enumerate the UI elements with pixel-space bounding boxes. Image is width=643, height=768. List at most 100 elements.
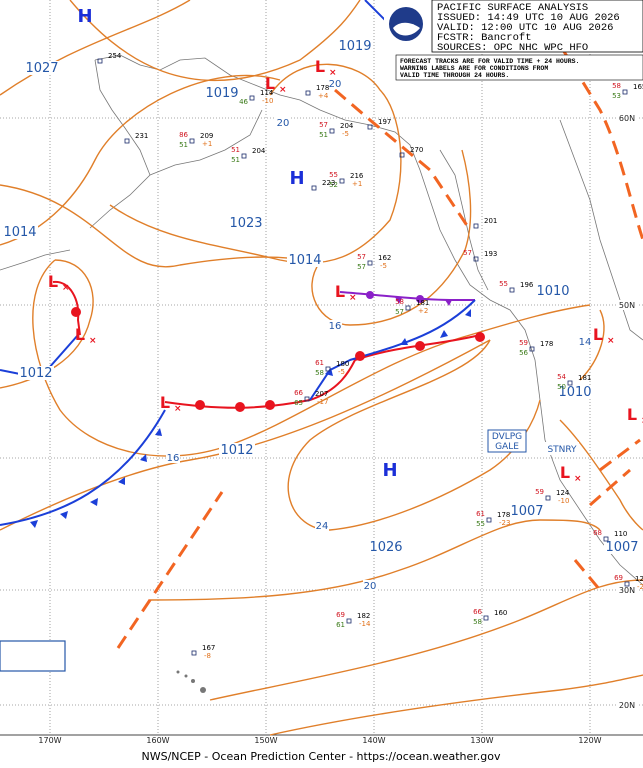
station-plot: 124 59 -10 (535, 488, 570, 505)
station-dewpoint: 50 (557, 383, 566, 391)
station-plot: 162 57 57 -5 (357, 253, 391, 271)
station-pressure: 178 (497, 511, 510, 519)
station-pressure: 178 (316, 84, 329, 92)
header-issued: ISSUED: 14:49 UTC 10 AUG 2026 (437, 12, 620, 24)
station-marker (124, 138, 130, 144)
station-marker (329, 128, 335, 134)
station-tendency: +2 (418, 307, 428, 315)
station-marker (405, 305, 411, 311)
station-dewpoint: 58 (315, 369, 324, 377)
station-plot: 193 57 (463, 249, 497, 262)
inset-box (0, 640, 66, 672)
station-temperature: 86 (179, 131, 188, 139)
header-sources: SOURCES: OPC NHC WPC HFO (437, 42, 588, 54)
isobar-label-bg (557, 385, 593, 399)
contour-label: 16 (329, 321, 342, 332)
station-temperature: 57 (357, 253, 366, 261)
station-plot: 178+4 (305, 84, 329, 100)
station-marker (241, 153, 247, 159)
station-dewpoint: 46 (239, 98, 248, 106)
station-dewpoint: 65 (294, 399, 303, 407)
latitude-label: 30N (619, 586, 635, 595)
contour-label: 20 (364, 581, 377, 592)
contour-label: 14 (579, 337, 592, 348)
station-dewpoint: 58 (473, 618, 482, 626)
troughs (116, 44, 643, 649)
station-pressure: 209 (200, 132, 213, 140)
footer: NWS/NCEP - Ocean Prediction Center - htt… (141, 750, 501, 763)
longitude-label: 150W (254, 736, 277, 745)
isobar-label-bg (337, 39, 373, 53)
low-center: L (75, 325, 85, 344)
station-plot: 178 59 56 (519, 339, 553, 357)
fronts (0, 0, 485, 528)
header-valid: VALID: 12:00 UTC 10 AUG 2026 (437, 22, 613, 34)
low-center-x: × (89, 336, 97, 346)
noaa-logo-bird (393, 22, 420, 36)
note-line: FORECAST TRACKS ARE FOR VALID TIME + 24 … (400, 58, 579, 65)
header-panel: PACIFIC SURFACE ANALYSIS ISSUED: 14:49 U… (384, 0, 643, 81)
station-marker (304, 396, 310, 402)
isobar-label: 1019 (205, 86, 238, 101)
station-tendency: -5 (380, 262, 387, 270)
longitude-label: 130W (470, 736, 493, 745)
low-center: L (265, 74, 275, 93)
station-temperature: 55 (329, 171, 338, 179)
station-marker (189, 138, 195, 144)
station-marker (473, 223, 479, 229)
station-dewpoint: 53 (612, 92, 621, 100)
note-box (395, 54, 643, 81)
longitude-label: 140W (362, 736, 385, 745)
station-marker (509, 287, 515, 293)
station-temperature: 61 (315, 359, 324, 367)
station-temperature: 61 (476, 510, 485, 518)
latitude-label: 60N (619, 114, 635, 123)
station-marker (97, 58, 103, 64)
station-dewpoint: 56 (519, 349, 528, 357)
station-marker (325, 366, 331, 372)
station-plot: 182 69 61 -14 (336, 611, 371, 629)
station-plot: 122 69 -2 (614, 574, 643, 591)
station-tendency: +4 (318, 92, 329, 100)
station-tendency: +1 (202, 140, 212, 148)
isobar-label: 1010 (536, 284, 569, 299)
station-pressure: 216 (350, 172, 364, 180)
station-marker (624, 581, 630, 587)
station-tendency: -5 (342, 130, 349, 138)
station-marker (399, 152, 405, 158)
station-marker (622, 89, 628, 95)
low-center-x: × (62, 283, 70, 293)
station-marker (473, 256, 479, 262)
station-plot: 178 61 55 -23 (476, 510, 510, 528)
station-pressure: 114 (260, 89, 274, 97)
station-pressure: 196 (520, 281, 534, 289)
station-plot: 167-8 (191, 644, 215, 660)
station-temperature: 51 (231, 146, 240, 154)
station-temperature: 66 (294, 389, 303, 397)
station-plot: 216 55 52 +1 (329, 171, 364, 189)
low-center: L (627, 405, 637, 424)
station-marker (305, 90, 311, 96)
station-pressure: 223 (322, 179, 335, 187)
station-plot: 165 58 53 (612, 82, 643, 100)
low-center: L (560, 463, 570, 482)
isobar-label-bg (287, 253, 323, 267)
station-temperature: 59 (519, 339, 528, 347)
contour-label-bg (328, 320, 342, 331)
warning-text: STNRY (547, 445, 577, 455)
contour-label-bg (315, 520, 329, 531)
station-pressure: 167 (202, 644, 215, 652)
isobar-label: 1014 (3, 225, 36, 240)
header-box (431, 0, 643, 53)
header-title: PACIFIC SURFACE ANALYSIS (437, 2, 588, 14)
station-plot: 181 54 50 (557, 373, 591, 391)
isobar-label-bg (368, 540, 404, 554)
station-pressure: 180 (336, 360, 349, 368)
station-temperature: 55 (499, 280, 508, 288)
station-tendency: -2 (637, 583, 643, 591)
contour-label-bg (166, 452, 180, 463)
contour-label: 20 (329, 79, 342, 90)
isobar-label-bg (604, 540, 640, 554)
station-pressure: 110 (614, 530, 627, 538)
